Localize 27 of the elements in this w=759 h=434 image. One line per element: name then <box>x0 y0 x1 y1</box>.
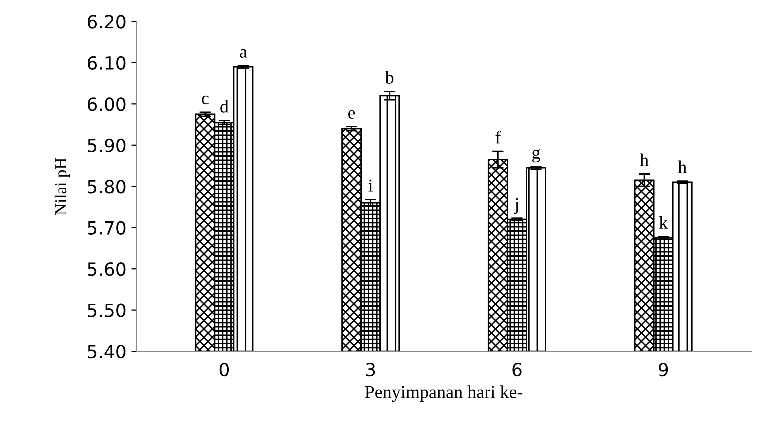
x-axis-title: Penyimpanan hari ke- <box>365 386 523 402</box>
data-label: d <box>220 100 229 113</box>
data-label: f <box>496 130 502 144</box>
x-tick-label: 0 <box>220 362 229 377</box>
data-label: g <box>532 150 540 163</box>
data-label: e <box>348 110 356 119</box>
data-label: a <box>240 49 248 58</box>
x-tick-label: 9 <box>658 362 668 377</box>
y-tick-label: 5.70 <box>88 221 126 235</box>
data-label: b <box>385 71 394 84</box>
y-tick-label: 6.00 <box>88 98 126 112</box>
x-tick-label: 3 <box>366 362 376 377</box>
data-label: j <box>514 198 518 214</box>
data-label: h <box>640 154 649 166</box>
y-tick-label: 6.20 <box>88 15 126 29</box>
y-tick-label: 5.80 <box>88 180 126 194</box>
y-tick-label: 5.50 <box>88 304 126 318</box>
data-label: k <box>659 216 668 229</box>
y-tick-label: 5.40 <box>88 345 126 359</box>
y-tick-label: 6.10 <box>88 56 126 70</box>
y-tick-label: 5.60 <box>88 262 126 276</box>
data-label: c <box>202 96 209 105</box>
data-label: h <box>678 160 687 174</box>
data-label: i <box>368 180 373 192</box>
x-tick-label: 6 <box>512 362 522 377</box>
y-axis-title: Nilai pH <box>54 158 70 216</box>
y-tick-label: 5.90 <box>88 138 126 153</box>
